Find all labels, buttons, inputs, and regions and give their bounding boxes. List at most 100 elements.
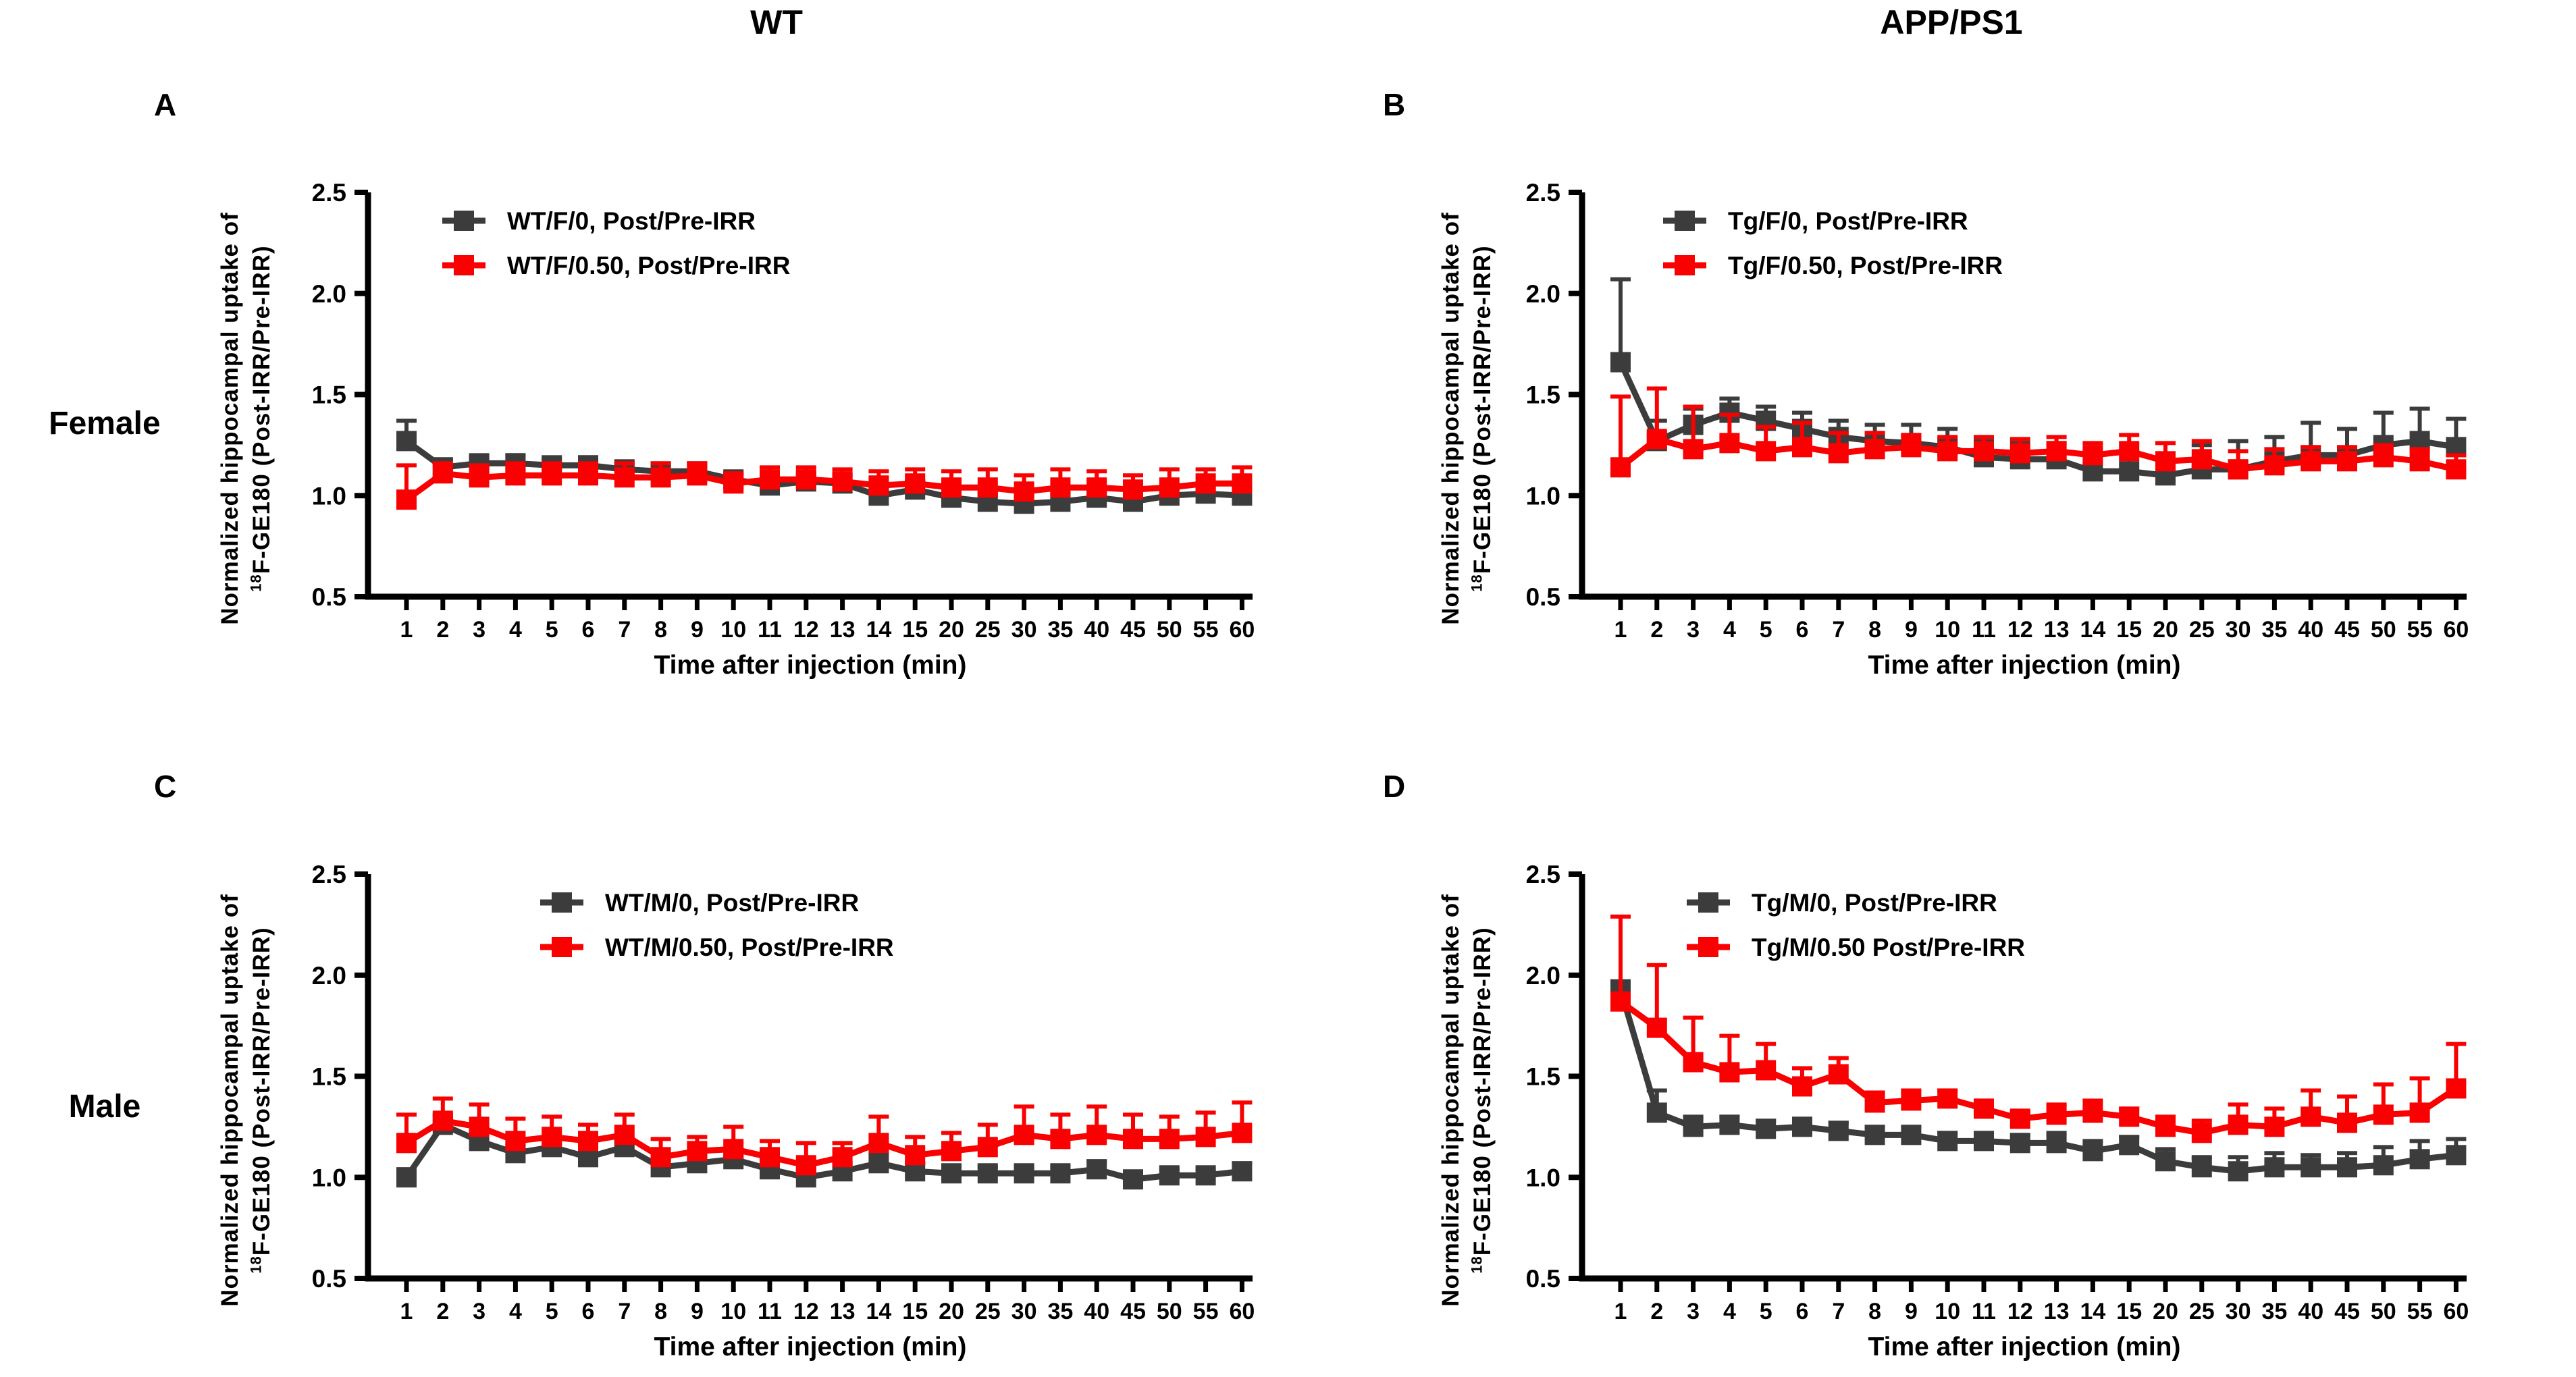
- x-tick-label: 7: [618, 617, 631, 643]
- data-point-marker: [2301, 1157, 2321, 1178]
- y-axis-title-panel-c: Normalized hippocampal uptake of 18F-GE1…: [214, 834, 288, 1367]
- x-axis-title: Time after injection (min): [1868, 651, 2180, 680]
- data-point-marker: [1974, 1131, 1994, 1152]
- series-line: [1617, 988, 2456, 1174]
- data-point-marker: [1901, 1090, 1922, 1111]
- x-tick-label: 3: [473, 1299, 485, 1324]
- x-tick-label: 6: [1796, 1299, 1809, 1324]
- legend-label: WT/F/0.50, Post/Pre-IRR: [507, 252, 790, 279]
- data-point-marker: [1828, 1120, 1849, 1141]
- y-axis-title-isotope: 18: [1468, 1256, 1486, 1274]
- x-tick-label: 15: [902, 617, 928, 643]
- data-point-marker: [2155, 451, 2176, 472]
- x-tick-label: 14: [866, 1299, 891, 1324]
- x-tick-label: 55: [1193, 617, 1219, 643]
- y-tick-label: 2.5: [312, 179, 346, 207]
- data-point-marker: [1974, 441, 1994, 462]
- x-tick-label: 9: [691, 1299, 704, 1324]
- data-point-marker: [1159, 477, 1180, 498]
- x-tick-label: 20: [2153, 617, 2178, 643]
- x-tick-label: 4: [509, 617, 522, 643]
- legend-marker-square: [1675, 255, 1695, 275]
- x-axis-title: Time after injection (min): [654, 1332, 966, 1361]
- data-point-marker: [2409, 451, 2430, 472]
- data-point-marker: [868, 1133, 889, 1154]
- x-tick-label: 40: [2298, 617, 2323, 643]
- legend-marker-square: [1698, 937, 1718, 957]
- x-tick-label: 35: [2261, 617, 2287, 643]
- x-tick-label: 5: [546, 617, 558, 643]
- x-tick-label: 14: [2080, 617, 2105, 643]
- column-header-wt: WT: [750, 3, 803, 41]
- data-point-marker: [578, 1131, 598, 1152]
- y-axis-title-line2: F-GE180 (Post-IRR/Pre-IRR): [1469, 927, 1496, 1256]
- x-tick-label: 9: [1905, 617, 1918, 643]
- data-point-marker: [687, 465, 708, 486]
- data-point-marker: [1050, 1163, 1071, 1184]
- x-tick-label: 30: [1011, 617, 1037, 643]
- axis-frame: [1579, 192, 2467, 600]
- data-point-marker: [2446, 1078, 2467, 1099]
- data-point-marker: [1901, 1125, 1922, 1145]
- data-point-marker: [578, 465, 598, 486]
- x-tick-label: 45: [2334, 617, 2360, 643]
- data-point-marker: [977, 1163, 998, 1184]
- x-tick-label: 15: [902, 1299, 928, 1324]
- data-point-marker: [2046, 441, 2067, 462]
- data-point-marker: [542, 1127, 562, 1148]
- legend-marker-square: [1675, 211, 1695, 231]
- x-tick-label: 13: [830, 617, 856, 643]
- x-tick-label: 4: [1723, 1299, 1736, 1324]
- data-point-marker: [1014, 481, 1034, 502]
- y-tick-label: 0.5: [312, 583, 346, 611]
- data-point-marker: [1050, 477, 1071, 498]
- y-tick-label: 2.0: [1526, 962, 1560, 990]
- x-tick-label: 8: [1868, 617, 1881, 643]
- data-point-marker: [2264, 1157, 2285, 1178]
- x-tick-label: 50: [2371, 617, 2396, 643]
- x-tick-label: 60: [2443, 1299, 2469, 1324]
- x-tick-label: 45: [1120, 617, 1146, 643]
- row-header-male: Male: [68, 1089, 141, 1125]
- x-tick-label: 4: [509, 1299, 522, 1324]
- data-point-marker: [2082, 1102, 2103, 1123]
- x-tick-label: 12: [793, 1299, 819, 1324]
- x-tick-label: 1: [1614, 617, 1627, 643]
- legend-marker-square: [552, 937, 572, 957]
- x-tick-label: 12: [2007, 617, 2033, 643]
- data-point-marker: [1756, 1118, 1777, 1139]
- data-point-marker: [2264, 455, 2285, 476]
- x-tick-label: 3: [473, 617, 485, 643]
- data-point-marker: [2191, 1123, 2212, 1143]
- y-tick-label: 1.0: [312, 482, 346, 510]
- row-header-female: Female: [49, 406, 161, 441]
- data-point-marker: [1828, 443, 1849, 464]
- data-point-marker: [1864, 1092, 1885, 1113]
- y-axis-title-isotope: 18: [247, 574, 265, 592]
- data-point-marker: [1195, 1127, 1216, 1148]
- data-point-marker: [1864, 1125, 1885, 1145]
- legend-marker-square: [454, 211, 474, 231]
- x-tick-label: 7: [618, 1299, 631, 1324]
- data-point-marker: [1719, 433, 1740, 454]
- x-tick-label: 25: [975, 1299, 1001, 1324]
- data-point-marker: [2119, 1135, 2140, 1156]
- legend-label: WT/M/0, Post/Pre-IRR: [605, 889, 859, 917]
- data-point-marker: [396, 1133, 417, 1154]
- data-point-marker: [2191, 449, 2212, 470]
- data-point-marker: [795, 469, 816, 490]
- x-tick-label: 50: [1157, 617, 1182, 643]
- x-tick-label: 25: [2189, 617, 2215, 643]
- data-point-marker: [941, 1163, 962, 1184]
- data-point-marker: [2373, 447, 2394, 468]
- data-point-marker: [1159, 1165, 1180, 1186]
- x-tick-label: 8: [1868, 1299, 1881, 1324]
- series-line: [1619, 999, 2458, 1136]
- chart-panel-d-appps1-male: 0.51.01.52.02.51 2 3 4 5 6 7 8 9 10 11 12 13 14 15 20 25…: [1526, 861, 2469, 1361]
- x-tick-label: 40: [1084, 1299, 1109, 1324]
- data-point-marker: [905, 1145, 926, 1166]
- y-tick-label: 2.5: [312, 861, 346, 888]
- data-point-marker: [941, 1141, 962, 1162]
- x-tick-label: 2: [436, 1299, 449, 1324]
- data-point-marker: [1974, 1098, 1994, 1119]
